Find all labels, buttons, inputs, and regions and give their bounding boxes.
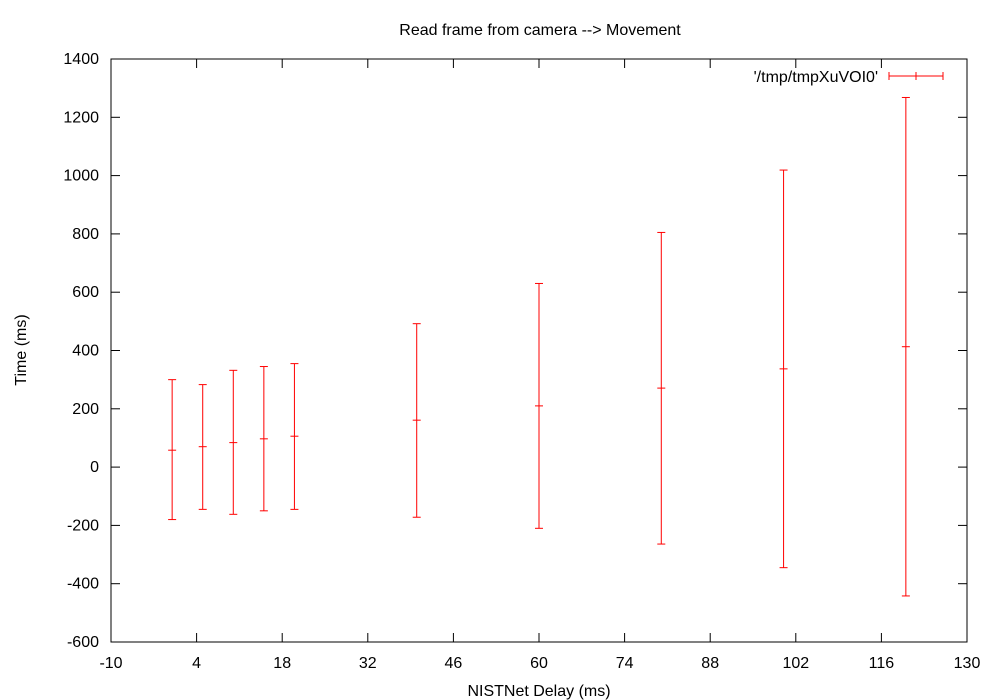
error-bar-point: [779, 169, 788, 569]
x-tick-label: 130: [954, 655, 981, 672]
x-tick-label: 46: [445, 655, 463, 672]
y-tick-label: -400: [67, 576, 99, 593]
y-tick-label: 200: [72, 401, 99, 418]
x-axis-label: NISTNet Delay (ms): [467, 683, 610, 700]
x-tick-label: 102: [782, 655, 809, 672]
data-series: [168, 96, 910, 597]
x-tick-label: -10: [99, 655, 122, 672]
x-tick-label: 18: [273, 655, 291, 672]
x-tick-label: 88: [701, 655, 719, 672]
error-bar-point: [535, 282, 543, 529]
error-bar-point: [259, 366, 268, 512]
y-tick-label: -200: [67, 517, 99, 534]
x-tick-label: 32: [359, 655, 377, 672]
y-tick-label: 1400: [63, 51, 99, 68]
error-bar-point: [290, 363, 299, 510]
error-bar-point: [901, 96, 910, 597]
x-tick-label: 60: [530, 655, 548, 672]
y-tick-label: 800: [72, 226, 99, 243]
y-tick-label: -600: [67, 634, 99, 651]
legend: '/tmp/tmpXuVOI0': [754, 69, 944, 86]
y-tick-label: 1000: [63, 168, 99, 185]
y-axis-label: Time (ms): [13, 314, 30, 385]
chart-title: Read frame from camera --> Movement: [399, 22, 681, 39]
y-tick-label: 0: [90, 459, 99, 476]
plot-frame: [110, 58, 968, 643]
legend-key: [888, 72, 944, 80]
ticks: -10 4 18 32 46 60 74 88 102 116 130 -600 -400 -200 0 20…: [63, 51, 980, 672]
x-tick-label: 4: [192, 655, 201, 672]
y-tick-label: 1200: [63, 109, 99, 126]
error-bar-point: [657, 231, 666, 545]
error-bar-point: [412, 323, 421, 518]
y-tick-label: 400: [72, 343, 99, 360]
error-bar-point: [168, 379, 177, 521]
y-tick-label: 600: [72, 284, 99, 301]
error-bar-point: [198, 384, 207, 510]
x-tick-label: 74: [616, 655, 634, 672]
legend-label: '/tmp/tmpXuVOI0': [754, 69, 878, 86]
x-tick-label: 116: [869, 655, 895, 672]
error-bar-point: [229, 369, 238, 515]
